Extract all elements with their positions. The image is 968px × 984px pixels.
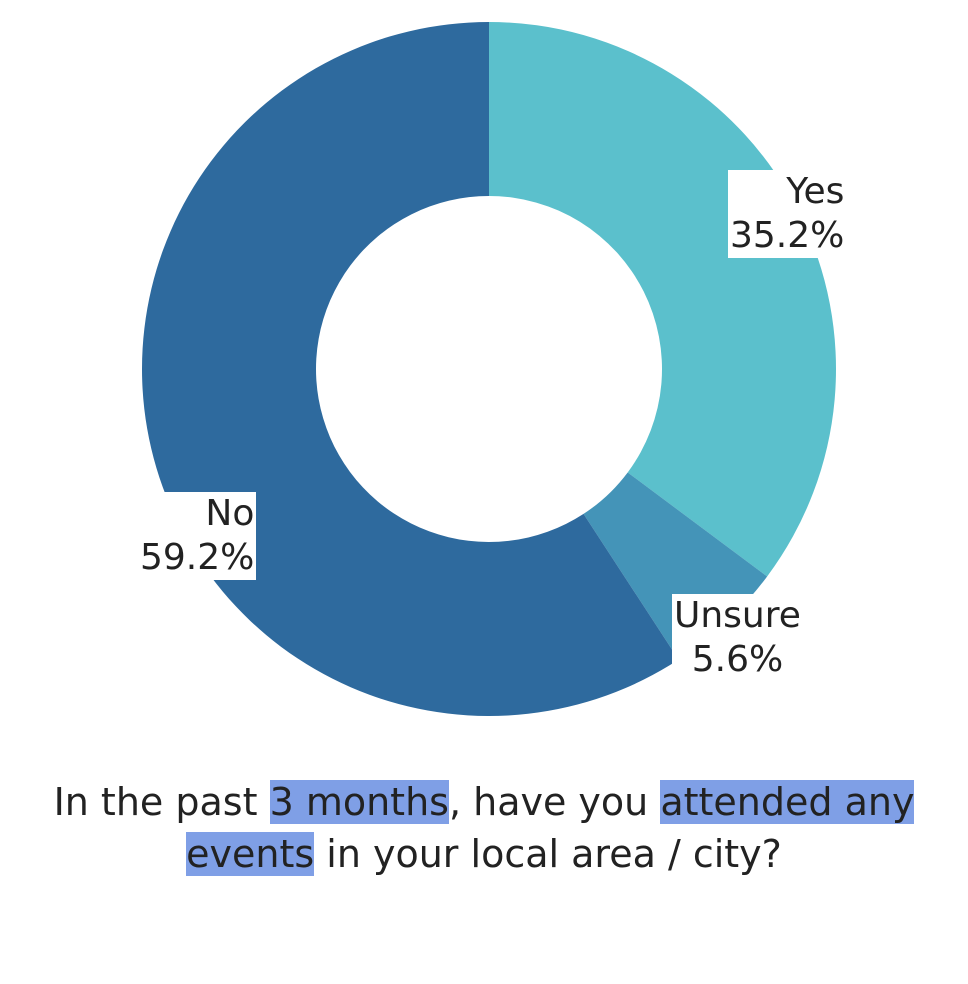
slice-label-yes-name: Yes <box>786 171 845 212</box>
chart-caption: In the past 3 months, have you attended … <box>0 776 968 880</box>
slice-label-no-value: 59.2% <box>140 537 255 578</box>
slice-yes <box>489 22 836 577</box>
slice-label-yes: Yes 35.2% <box>728 170 847 258</box>
caption-part3: in your local area / city? <box>314 832 782 876</box>
donut-chart <box>141 22 836 717</box>
caption-part2: , have you <box>448 780 661 824</box>
slice-label-unsure-name: Unsure <box>674 595 801 636</box>
slice-label-no: No 59.2% <box>138 492 257 580</box>
caption-highlight-months: 3 months <box>269 780 449 824</box>
caption-part1: In the past <box>53 780 270 824</box>
slice-label-yes-value: 35.2% <box>730 215 845 256</box>
slice-label-unsure-value: 5.6% <box>691 639 784 680</box>
slice-label-no-name: No <box>205 493 255 534</box>
slice-label-unsure: Unsure 5.6% <box>672 594 803 682</box>
slice-no <box>141 22 679 717</box>
